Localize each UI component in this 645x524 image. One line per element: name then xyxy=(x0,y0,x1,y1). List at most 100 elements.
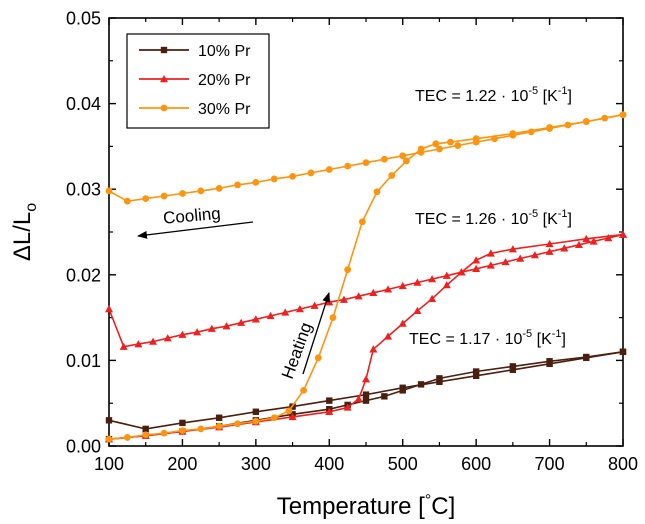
series-1-cooling-point-7 xyxy=(516,254,525,262)
series-1-heating-point-5 xyxy=(288,412,297,421)
series-1-cooling-point-31 xyxy=(163,334,172,342)
series-2-cooling-point-22 xyxy=(215,184,223,192)
y-axis: 0.00 0.01 0.02 0.03 0.04 0.05 xyxy=(66,9,623,457)
series-0-heating-point-14 xyxy=(509,363,517,370)
x-tick-label-1: 200 xyxy=(167,454,197,474)
series-2-cooling-point-13 xyxy=(380,155,388,163)
series-0-heating-point-8 xyxy=(362,397,370,404)
series-0-cooling-point-12 xyxy=(179,419,186,427)
series-2-cooling-point-16 xyxy=(325,166,333,173)
series-1-cooling-point-29 xyxy=(193,328,202,336)
series-1-heating-point-8 xyxy=(354,394,363,403)
series-1-heating-point-10 xyxy=(369,345,378,353)
annotation-tec-10: TEC = 1.17 · 10-5 [K-1] xyxy=(409,328,566,348)
series-2-heating-point-9 xyxy=(270,414,278,422)
series-2-heating-point-13 xyxy=(329,314,337,321)
annotation-tec-20: TEC = 1.26 · 10-5 [K-1] xyxy=(415,208,572,228)
y-tick-label-2: 0.02 xyxy=(66,265,101,285)
series-0-cooling-point-4 xyxy=(472,372,480,380)
series-2-cooling-point-21 xyxy=(234,181,241,189)
series-1-cooling-point-26 xyxy=(237,318,246,326)
series-0-cooling-point-14 xyxy=(105,417,113,424)
series-1-cooling-point-28 xyxy=(207,324,216,332)
annotation-cooling: Cooling xyxy=(162,204,221,228)
x-tick-label-7: 800 xyxy=(608,454,638,474)
series-2 xyxy=(105,111,627,443)
series-1-cooling-point-30 xyxy=(178,330,187,338)
legend-label-2: 30% Pr xyxy=(198,101,251,118)
series-1-cooling-point-32 xyxy=(149,337,158,345)
series-2-cooling-point-2 xyxy=(582,118,590,125)
series-2-heating-point-10 xyxy=(285,407,293,415)
series-1-cooling-point-12 xyxy=(442,271,451,279)
series-2-cooling-point-8 xyxy=(472,138,480,146)
y-tick-label-0: 0.00 xyxy=(66,437,101,457)
series-1-cooling-point-23 xyxy=(281,308,290,316)
series-1-cooling-point-17 xyxy=(369,288,378,296)
series-0-heating-point-9 xyxy=(381,393,388,400)
series-0-cooling-line xyxy=(108,351,624,430)
series-1-heating-point-7 xyxy=(343,403,352,411)
series-0-cooling-point-2 xyxy=(546,360,553,368)
series-1-cooling-point-34 xyxy=(119,342,128,350)
series-1-cooling-point-5 xyxy=(545,247,554,255)
series-1-heating-point-6 xyxy=(325,407,334,415)
svg-text:ΔL/Lo: ΔL/Lo xyxy=(9,203,40,261)
x-tick-label-4: 500 xyxy=(388,454,418,474)
series-0-cooling-point-13 xyxy=(142,425,149,433)
legend-marker-2 xyxy=(160,104,168,112)
series-2-cooling-point-26 xyxy=(142,195,150,203)
x-tick-label-2: 300 xyxy=(241,454,271,474)
series-0-cooling-point-7 xyxy=(362,391,370,398)
series-1-cooling-point-3 xyxy=(574,240,583,249)
series-2-cooling-point-17 xyxy=(307,169,315,177)
series-0-cooling-point-8 xyxy=(326,397,333,404)
y-tick-label-5: 0.05 xyxy=(66,9,101,29)
series-1-cooling-point-9 xyxy=(486,261,495,269)
series-2-heating-point-12 xyxy=(314,354,322,362)
heating-arrow xyxy=(302,292,331,375)
series-0-cooling-point-0 xyxy=(619,348,627,356)
series-2-cooling-point-5 xyxy=(527,128,535,136)
series-1-cooling-point-25 xyxy=(251,315,260,323)
series-2-cooling-point-19 xyxy=(270,175,278,183)
x-tick-label-0: 100 xyxy=(94,454,124,474)
series-1-heating-point-19 xyxy=(508,245,517,253)
series-1-cooling-point-16 xyxy=(384,285,393,293)
series-2-cooling-point-25 xyxy=(160,192,168,200)
series-1-cooling-point-1 xyxy=(604,233,613,242)
series-2-cooling-point-12 xyxy=(399,152,407,160)
y-axis-label: ΔL/L xyxy=(9,212,36,261)
series-1-cooling-point-24 xyxy=(266,311,275,320)
series-2-heating-point-15 xyxy=(358,218,366,226)
series-1-cooling-point-22 xyxy=(295,305,304,313)
series-2-heating-point-5 xyxy=(197,425,205,433)
series-2-heating-point-18 xyxy=(402,157,410,165)
series-1-heating-point-12 xyxy=(398,319,407,327)
series-1-cooling-point-15 xyxy=(398,281,407,290)
series-1-heating-point-21 xyxy=(582,234,591,243)
series-2-heating-point-20 xyxy=(432,140,440,148)
legend-label-1: 20% Pr xyxy=(198,72,251,89)
series-1-cooling-point-4 xyxy=(560,244,569,252)
series-2-heating-point-1 xyxy=(123,434,131,441)
x-axis-label-main: Temperature [ xyxy=(277,493,425,520)
series-1-cooling-point-14 xyxy=(413,278,422,286)
series-2-cooling-point-23 xyxy=(197,187,205,195)
series-2-cooling-point-14 xyxy=(362,159,370,167)
series-2-heating-point-16 xyxy=(373,188,381,196)
y-tick-label-4: 0.04 xyxy=(66,94,101,114)
series-2-heating-point-6 xyxy=(215,422,223,430)
series-2-cooling-point-27 xyxy=(123,197,131,205)
series-0-cooling-point-5 xyxy=(436,378,443,385)
x-tick-label-3: 400 xyxy=(314,454,344,474)
series-1-cooling-point-13 xyxy=(428,275,437,283)
series-0-cooling-point-3 xyxy=(509,366,517,374)
series-1-cooling-point-11 xyxy=(457,268,466,276)
series-1-heating-point-9 xyxy=(362,375,370,383)
series-0-heating-point-13 xyxy=(472,368,480,375)
series-2-cooling-point-4 xyxy=(546,125,553,132)
x-axis: 100 200 300 400 500 600 700 800 xyxy=(94,18,638,474)
x-axis-label-degree: ° xyxy=(425,492,431,509)
